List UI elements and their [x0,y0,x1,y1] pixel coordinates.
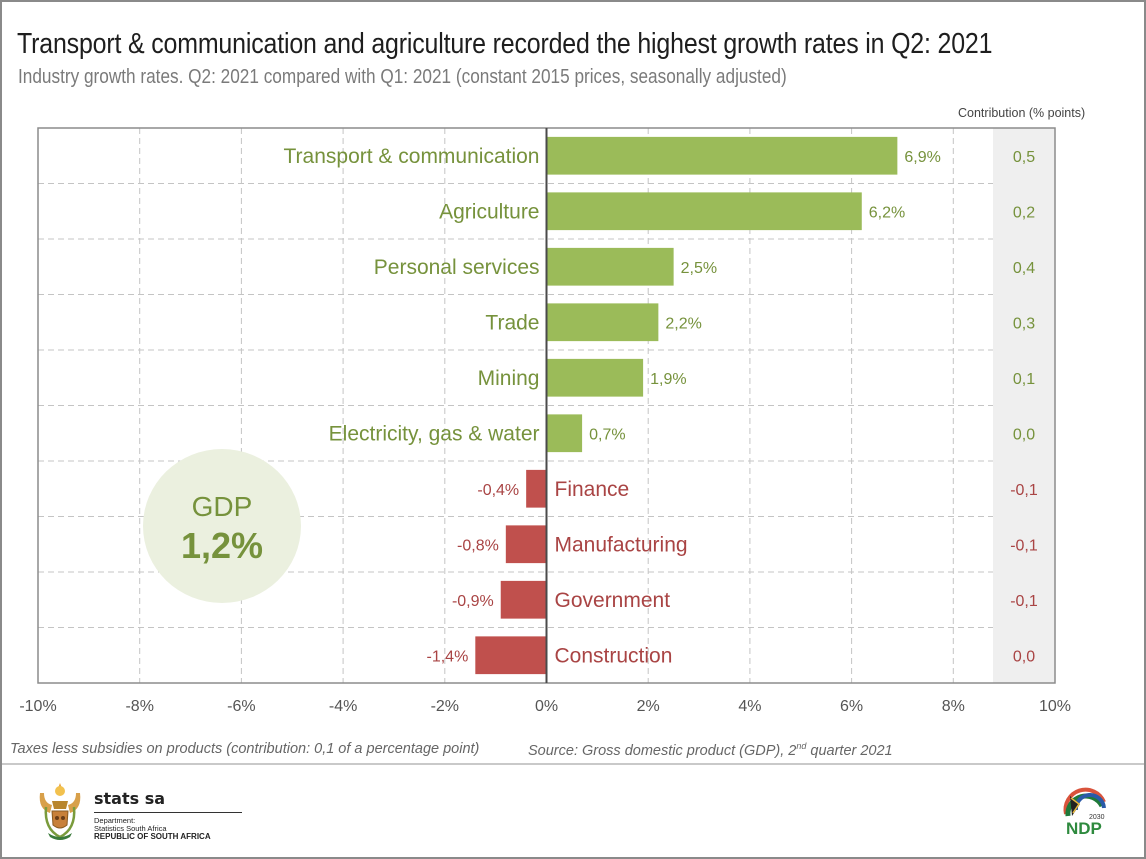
statssa-logo: stats sa Department: Statistics South Af… [36,779,242,843]
category-label: Personal services [374,256,540,279]
statssa-rule [94,812,242,813]
x-tick-label: 6% [840,698,863,715]
value-label: 6,9% [904,149,940,166]
contribution-value: 0,4 [1013,260,1035,277]
gdp-value: 1,2% [181,525,263,566]
x-tick-label: -2% [431,698,459,715]
bar [505,525,547,564]
contribution-value: 0,5 [1013,149,1035,166]
bar [546,247,674,286]
contribution-header: Contribution (% points) [958,106,1086,120]
contribution-values: 0,5 0,2 0,4 0,3 0,1 0,0 -0,1 -0,1 -0,1 0,0 [1010,149,1038,666]
value-label: 6,2% [869,204,905,221]
category-label: Trade [485,311,539,334]
contribution-value: 0,3 [1013,315,1035,332]
bar [526,469,547,508]
footnote-source: Source: Gross domestic product (GDP), 2n… [528,741,893,759]
source-superscript: nd [796,741,807,751]
x-tick-label: 8% [942,698,965,715]
x-tick-label: -8% [125,698,153,715]
category-label: Mining [478,367,540,390]
ndp-year: 2030 [1089,814,1105,821]
x-tick-label: -4% [329,698,357,715]
contribution-value: 0,2 [1013,204,1035,221]
bar [475,636,547,675]
value-label: -0,4% [477,482,519,499]
statssa-country: REPUBLIC OF SOUTH AFRICA [94,832,211,841]
category-label: Manufacturing [555,533,688,556]
chart-title: Transport & communication and agricultur… [17,28,993,60]
value-label: 0,7% [589,426,625,443]
statssa-dept-name: Statistics South Africa [94,824,167,833]
chart-subtitle: Industry growth rates. Q2: 2021 compared… [18,66,787,88]
x-tick-label: 0% [535,698,558,715]
x-tick-label: 2% [637,698,660,715]
x-tick-label: -6% [227,698,255,715]
ndp-logo: 2030 NDP [1060,786,1112,838]
ndp-emblem-icon: 2030 NDP [1063,787,1106,838]
x-tick-label: 10% [1039,698,1071,715]
statssa-dept: Department: [94,816,136,825]
bar [546,192,862,231]
bar [500,580,547,619]
statssa-name: stats sa [94,789,166,808]
ndp-text: NDP [1066,819,1102,836]
category-labels: Transport & communication Agriculture Pers… [284,145,688,668]
source-suffix: quarter 2021 [806,742,893,759]
gdp-annotation: GDP 1,2% [143,449,301,603]
contribution-value: 0,0 [1013,648,1035,665]
value-label: 2,2% [665,315,701,332]
contribution-column-background [993,128,1055,683]
category-label: Agriculture [439,200,539,223]
gdp-circle [143,449,301,603]
x-tick-label: -10% [19,698,56,715]
bar [546,414,583,453]
x-tick-label: 4% [738,698,761,715]
value-label: -1,4% [427,648,469,665]
x-tick-labels: -10% -8% -6% -4% -2% 0% 2% 4% 6% 8% 10% [19,698,1071,715]
category-label: Government [555,589,671,612]
contribution-value: -0,1 [1010,537,1038,554]
gdp-label: GDP [192,491,253,522]
bar [546,358,644,397]
footnote-taxes: Taxes less subsidies on products (contri… [10,741,480,757]
bar [546,136,898,175]
bars [475,136,898,675]
value-label: 1,9% [650,371,686,388]
category-label: Finance [555,478,630,501]
contribution-value: 0,1 [1013,371,1035,388]
value-label: -0,9% [452,593,494,610]
footer-separator [2,763,1144,765]
source-text: Source: Gross domestic product (GDP), 2 [528,742,797,759]
value-label: 2,5% [681,260,717,277]
value-label: -0,8% [457,537,499,554]
coat-of-arms-icon [39,783,81,840]
bar [546,303,659,342]
category-label: Electricity, gas & water [329,422,540,445]
contribution-value: -0,1 [1010,482,1038,499]
value-labels: 6,9% 6,2% 2,5% 2,2% 1,9% 0,7% -0,4% -0,8% -0,9% -… [427,149,941,666]
contribution-value: 0,0 [1013,426,1035,443]
category-label: Transport & communication [284,145,540,168]
contribution-value: -0,1 [1010,593,1038,610]
category-label: Construction [555,644,673,667]
